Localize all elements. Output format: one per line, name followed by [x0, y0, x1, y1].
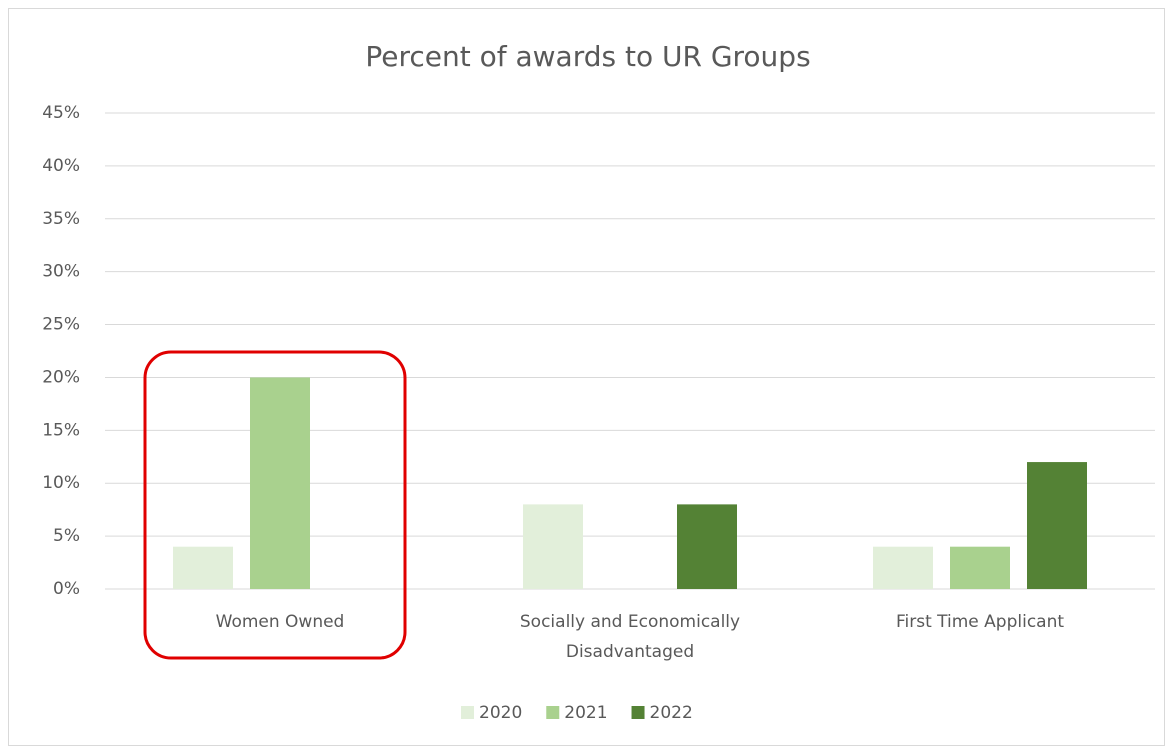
x-tick-label: First Time Applicant — [895, 612, 1065, 632]
bar — [523, 504, 583, 589]
y-tick-label: 30% — [42, 262, 80, 282]
bar — [250, 377, 310, 589]
y-tick-label: 0% — [53, 579, 80, 599]
bar — [173, 546, 233, 589]
legend: 2020 2021 2022 — [461, 703, 693, 723]
bar — [1027, 462, 1087, 589]
y-tick-label: 45% — [42, 103, 80, 123]
x-tick-label: Women Owned — [215, 612, 345, 632]
chart-title: Percent of awards to UR Groups — [365, 40, 810, 73]
y-tick-label: 25% — [42, 315, 80, 335]
legend-swatch — [546, 706, 560, 719]
legend-label: 2021 — [564, 703, 607, 723]
legend-label: 2022 — [650, 703, 693, 723]
y-tick-label: 5% — [53, 526, 80, 546]
grid: 0% 5% 10% 15% 20% 25% 30% 35% 40% 45% — [42, 103, 1155, 599]
bar — [950, 546, 1010, 589]
y-tick-label: 15% — [42, 420, 80, 440]
highlight-box — [143, 350, 407, 660]
x-tick-label: Socially and Economically Disadvantaged — [519, 612, 741, 662]
y-tick-label: 20% — [42, 367, 80, 387]
y-tick-label: 40% — [42, 156, 80, 176]
y-tick-label: 35% — [42, 209, 80, 229]
y-tick-label: 10% — [42, 473, 80, 493]
bars — [173, 377, 1087, 589]
bar — [873, 546, 933, 589]
legend-swatch — [631, 706, 645, 719]
bar — [677, 504, 737, 589]
legend-label: 2020 — [479, 703, 522, 723]
legend-swatch — [461, 706, 474, 719]
